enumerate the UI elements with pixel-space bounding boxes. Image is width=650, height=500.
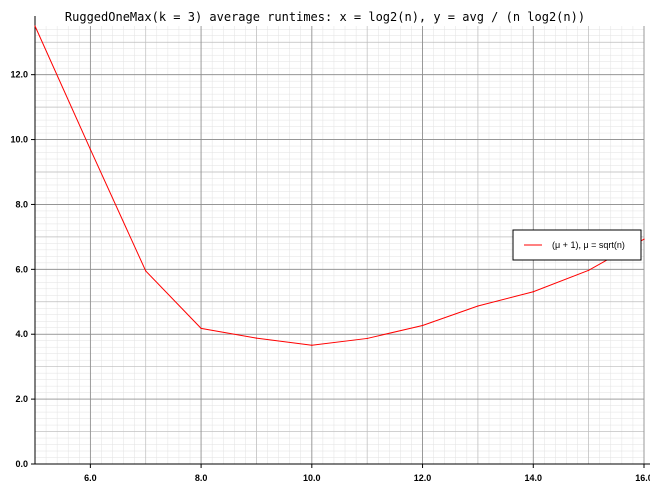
data-point bbox=[477, 305, 479, 307]
data-point bbox=[145, 270, 147, 272]
y-tick-label: 6.0 bbox=[15, 264, 28, 274]
legend: (μ + 1), μ = sqrt(n) bbox=[512, 229, 642, 261]
data-point bbox=[200, 327, 202, 329]
tick-labels: 6.0 8.0 10.0 12.0 14.0 16.0 0.0 2.0 4.0 6.0 8.0 10.… bbox=[10, 70, 650, 483]
data-point bbox=[34, 25, 36, 27]
data-point bbox=[366, 337, 368, 340]
x-tick-label: 12.0 bbox=[414, 473, 432, 483]
y-tick-label: 10.0 bbox=[10, 135, 28, 145]
series-layer bbox=[34, 25, 645, 346]
y-tick-label: 0.0 bbox=[15, 459, 28, 469]
data-point bbox=[532, 291, 534, 293]
x-tick-label: 16.0 bbox=[635, 473, 650, 483]
y-tick-label: 8.0 bbox=[15, 199, 28, 209]
legend-entry-label: (μ + 1), μ = sqrt(n) bbox=[552, 240, 625, 250]
data-point bbox=[311, 344, 313, 346]
x-tick-label: 8.0 bbox=[195, 473, 208, 483]
x-tick-label: 6.0 bbox=[84, 473, 97, 483]
chart-title: RuggedOneMax(k = 3) average runtimes: x … bbox=[65, 10, 585, 24]
y-tick-label: 4.0 bbox=[15, 329, 28, 339]
y-tick-label: 12.0 bbox=[10, 70, 28, 80]
data-point bbox=[255, 337, 258, 339]
x-tick-label: 10.0 bbox=[303, 473, 321, 483]
major-grid bbox=[34, 26, 645, 465]
series-line bbox=[34, 25, 645, 346]
data-point bbox=[89, 148, 91, 150]
data-point bbox=[421, 324, 424, 327]
y-tick-label: 2.0 bbox=[15, 394, 28, 404]
x-tick-label: 14.0 bbox=[525, 473, 543, 483]
data-point bbox=[643, 238, 645, 240]
axes bbox=[31, 16, 650, 468]
data-point bbox=[588, 269, 590, 271]
